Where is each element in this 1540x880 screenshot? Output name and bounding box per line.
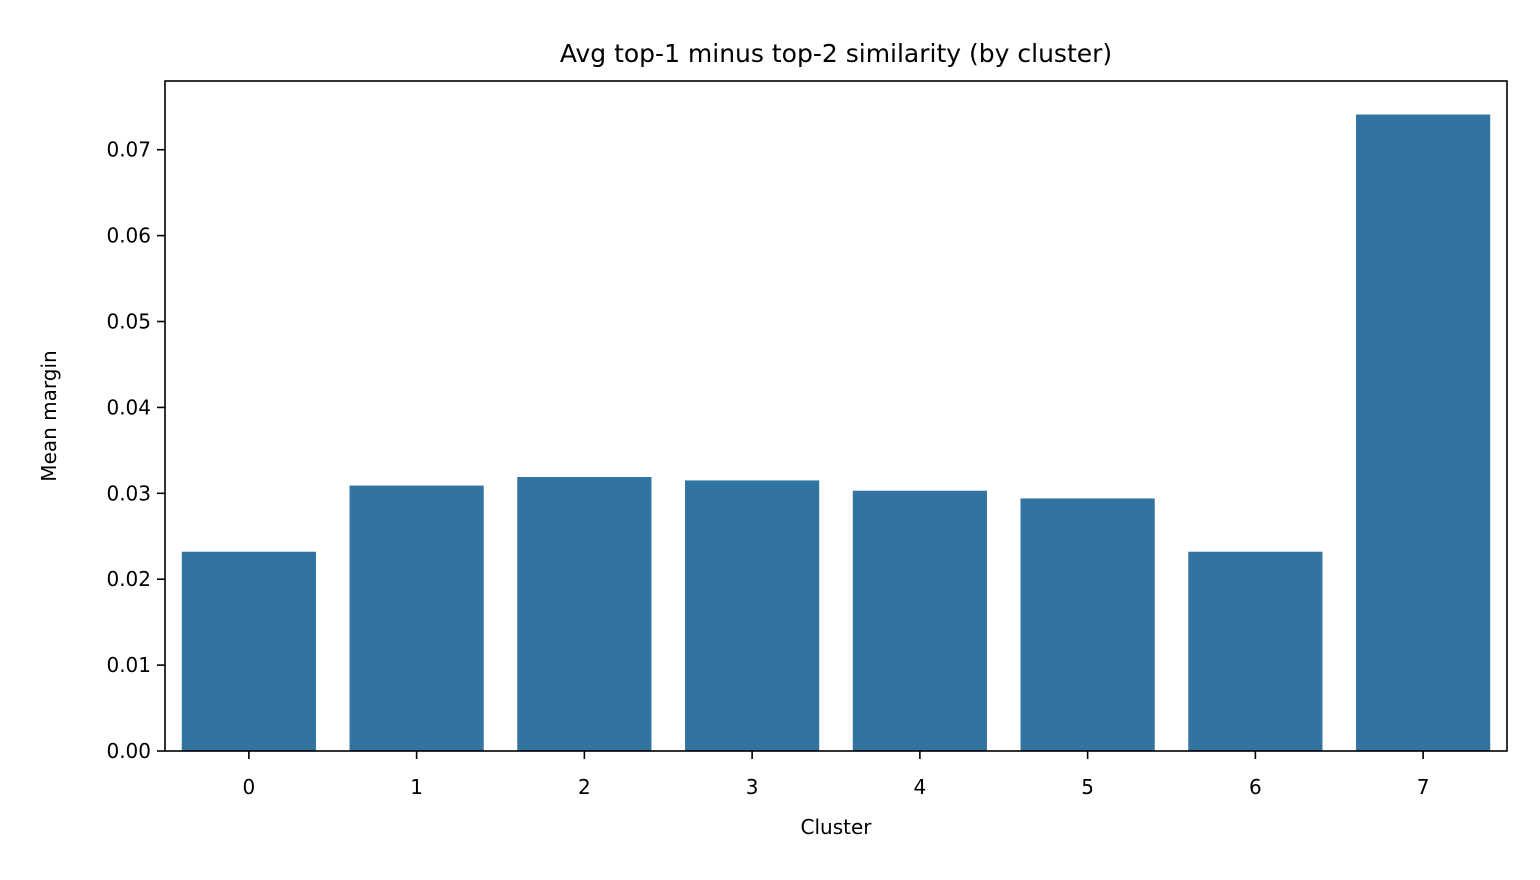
chart-title: Avg top-1 minus top-2 similarity (by clu… <box>560 39 1112 68</box>
bar-cluster-6 <box>1188 551 1323 751</box>
bar-cluster-5 <box>1020 498 1155 751</box>
bar-cluster-1 <box>349 485 484 751</box>
bar-cluster-0 <box>181 551 316 751</box>
x-tick-label: 1 <box>410 775 423 799</box>
x-tick-label: 2 <box>578 775 591 799</box>
x-axis-label: Cluster <box>801 815 873 839</box>
y-tick-label: 0.05 <box>106 310 151 334</box>
x-tick-label: 3 <box>746 775 759 799</box>
y-tick-label: 0.06 <box>106 224 151 248</box>
bar-cluster-4 <box>852 490 987 751</box>
x-tick-label: 4 <box>914 775 927 799</box>
y-tick-label: 0.04 <box>106 395 151 419</box>
bar-cluster-3 <box>685 480 820 751</box>
bar-cluster-2 <box>517 476 652 751</box>
bar-cluster-7 <box>1356 114 1491 751</box>
y-axis-label: Mean margin <box>37 350 61 481</box>
y-tick-label: 0.02 <box>106 567 151 591</box>
y-tick-label: 0.07 <box>106 138 151 162</box>
y-tick-label: 0.03 <box>106 481 151 505</box>
y-axis-ticks: 0.00 0.01 0.02 0.03 0.04 0.05 0.06 0.07 <box>106 138 165 763</box>
y-tick-label: 0.01 <box>106 653 151 677</box>
x-axis-ticks: 0 1 2 3 4 5 6 7 <box>243 751 1430 799</box>
bars <box>181 114 1491 751</box>
plot-frame <box>164 80 1508 752</box>
x-tick-label: 0 <box>243 775 256 799</box>
x-tick-label: 7 <box>1417 775 1430 799</box>
y-tick-label: 0.00 <box>106 739 151 763</box>
x-tick-label: 5 <box>1081 775 1094 799</box>
x-tick-label: 6 <box>1249 775 1262 799</box>
